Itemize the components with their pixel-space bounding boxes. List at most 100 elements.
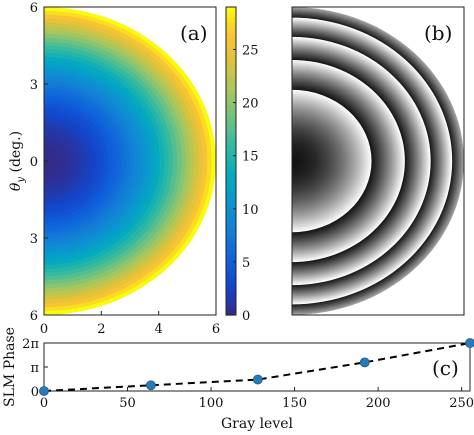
colorbar-step (226, 268, 236, 275)
colorbar-step (226, 196, 236, 203)
colorbar-step (226, 73, 236, 80)
data-point (359, 357, 370, 368)
colorbar-step (226, 232, 236, 239)
colorbar-step (226, 27, 236, 34)
colorbar-step (226, 68, 236, 75)
colorbar-step (226, 238, 236, 244)
panel-c: 0 50 100 150 200 250 0 π 2π (c) Gray level SLM P… (2, 327, 474, 432)
colorbar-tick-label: 20 (242, 97, 259, 112)
colorbar-step (226, 253, 236, 260)
x-tick-label: 6 (212, 322, 220, 337)
panel-a: 0 2 4 6 6 3 0 3 6 (a) θy (deg.) (8, 1, 220, 337)
panel-b-label: (b) (424, 21, 452, 45)
colorbar-step (226, 258, 236, 265)
y-tick-label: 2π (22, 337, 39, 352)
colorbar-step (226, 119, 236, 126)
colorbar-frame (225, 6, 237, 316)
colorbar-step (226, 48, 236, 54)
colorbar-step (226, 186, 236, 193)
panel-b: (b) (291, 6, 465, 316)
colorbar-step (226, 273, 236, 280)
panel-b-label-bg (420, 20, 460, 48)
panel-b-frame (291, 6, 465, 316)
colorbar-step (226, 212, 236, 219)
heatmap-a (44, 7, 216, 315)
x-axis-label: Gray level (221, 416, 294, 432)
colorbar-step (226, 202, 236, 208)
colorbar-step (226, 248, 236, 254)
heat-ring (44, 149, 57, 173)
colorbar-step (226, 94, 236, 100)
x-tick-label: 250 (449, 396, 474, 411)
colorbar-step (226, 53, 236, 59)
y-tick-label: 6 (30, 309, 38, 324)
colorbar-step (226, 32, 236, 39)
y-tick-label: 6 (30, 1, 38, 16)
colorbar-tick-label: 5 (242, 256, 250, 271)
colorbar-step (226, 171, 236, 177)
colorbar-step (226, 89, 236, 95)
colorbar-tick-label: 10 (242, 203, 259, 218)
colorbar-step (226, 125, 236, 131)
phase-ring (292, 158, 296, 164)
colorbar-step (226, 22, 236, 29)
colorbar-tick-label: 0 (242, 309, 250, 324)
colorbar-step (226, 7, 236, 13)
colorbar-step (226, 181, 236, 188)
colorbar-step (226, 104, 236, 111)
panel-a-ticks: 0 2 4 6 6 3 0 3 6 (30, 1, 220, 337)
colorbar-step (226, 243, 236, 249)
x-tick-label: 0 (40, 396, 48, 411)
data-point (252, 374, 263, 385)
colorbar-step (226, 84, 236, 90)
colorbar-step (226, 176, 236, 183)
y-tick-label: 0 (30, 155, 38, 170)
y-axis-label: θy (deg.) (8, 131, 27, 191)
colorbar-step (226, 17, 236, 23)
x-tick-label: 2 (97, 322, 105, 337)
data-point (465, 338, 474, 348)
series-points (39, 338, 474, 396)
colorbar-step (226, 289, 236, 296)
panel-c-ticks: 0 50 100 150 200 250 0 π 2π (22, 337, 474, 411)
y-tick-label: 0 (31, 385, 39, 400)
colorbar-step (226, 150, 236, 157)
colorbar-step (226, 37, 236, 44)
colorbar-step (226, 166, 236, 172)
panel-a-label-bg (176, 20, 212, 48)
colorbar-step (226, 263, 236, 270)
colorbar-step (226, 207, 236, 213)
colorbar-step (226, 284, 236, 290)
colorbar-step (226, 78, 236, 85)
colorbar-step (226, 12, 236, 18)
colorbar-step (226, 109, 236, 116)
panel-c-label-bg (428, 355, 462, 383)
phase-ring (292, 160, 294, 162)
panel-c-label: (c) (432, 356, 459, 380)
colorbar-step (226, 227, 236, 234)
y-axis-label-c: SLM Phase (2, 327, 18, 407)
colorbar-step (226, 222, 236, 229)
colorbar-step (226, 42, 236, 49)
panel-a-label: (a) (180, 21, 208, 45)
colorbar-step (226, 63, 236, 70)
colorbar-step (226, 279, 236, 285)
x-tick-label: 100 (199, 396, 224, 411)
colorbar-step (226, 155, 236, 162)
colorbar-step (226, 99, 236, 106)
data-point (146, 380, 156, 391)
colorbar-tick-label: 25 (242, 43, 259, 58)
colorbar-step (226, 217, 236, 224)
x-tick-label: 50 (119, 396, 136, 411)
x-tick-label: 0 (40, 322, 48, 337)
colorbar-step (226, 114, 236, 121)
x-tick-label: 200 (366, 396, 391, 411)
colorbar-step (226, 145, 236, 152)
y-tick-label: π (30, 361, 39, 376)
colorbar-step (226, 140, 236, 147)
colorbar-step (226, 191, 236, 198)
colorbar: 0 5 10 15 20 25 (225, 6, 259, 324)
x-tick-label: 4 (155, 322, 163, 337)
colorbar-gradient (226, 7, 236, 316)
